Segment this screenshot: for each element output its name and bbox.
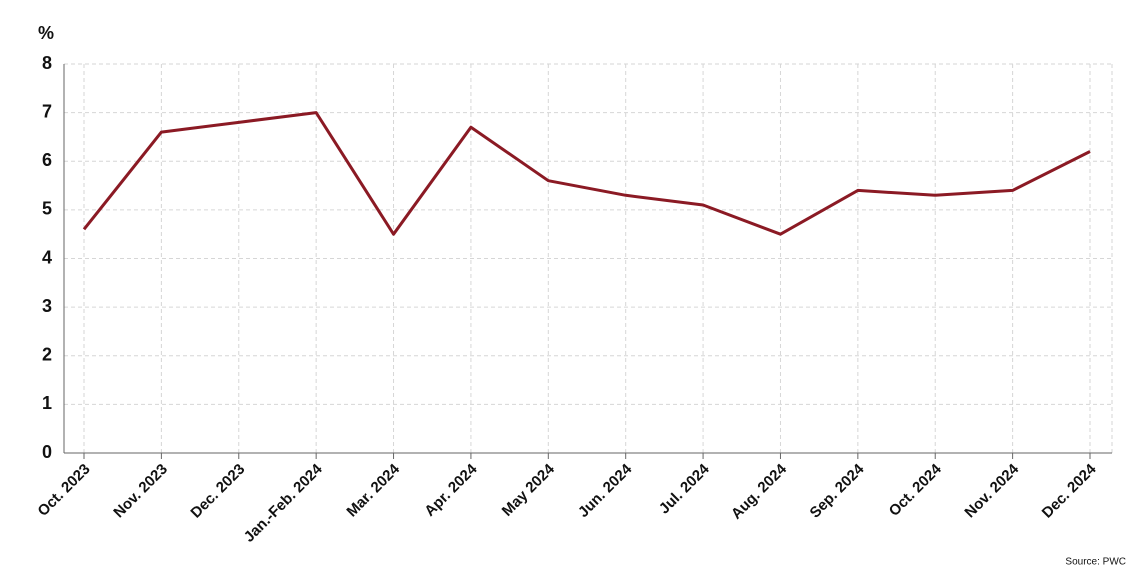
x-tick-label: Oct. 2024: [886, 460, 946, 520]
x-tick-label: Sep. 2024: [807, 460, 868, 521]
x-tick-label: Jan.-Feb. 2024: [241, 460, 327, 546]
x-tick-label: Nov. 2023: [110, 461, 171, 522]
y-tick-label: 0: [42, 442, 52, 462]
y-tick-label: 1: [42, 393, 52, 413]
x-tick-label: Dec. 2023: [187, 461, 248, 522]
y-axis-label: %: [38, 23, 54, 43]
data-line: [82, 111, 1091, 236]
x-tick-label: Jul. 2024: [656, 460, 713, 517]
x-tick-label: Nov. 2024: [961, 460, 1022, 521]
y-tick-label: 4: [42, 247, 52, 267]
x-tick-label: Apr. 2024: [421, 460, 481, 520]
y-tick-label: 2: [42, 345, 52, 365]
y-tick-label: 8: [42, 53, 52, 73]
x-tick-label: Mar. 2024: [343, 460, 403, 520]
x-tick-label: Dec. 2024: [1039, 460, 1100, 521]
y-tick-label: 6: [42, 150, 52, 170]
x-tick-label: Aug. 2024: [728, 460, 791, 523]
x-tick-label: Jun. 2024: [575, 460, 636, 521]
y-tick-label: 5: [42, 199, 52, 219]
x-tick-label: Oct. 2023: [34, 461, 93, 520]
y-tick-label: 3: [42, 296, 52, 316]
source-note: Source: PWC: [1065, 557, 1126, 568]
y-tick-label: 7: [42, 101, 52, 121]
x-tick-label: May 2024: [499, 460, 559, 520]
